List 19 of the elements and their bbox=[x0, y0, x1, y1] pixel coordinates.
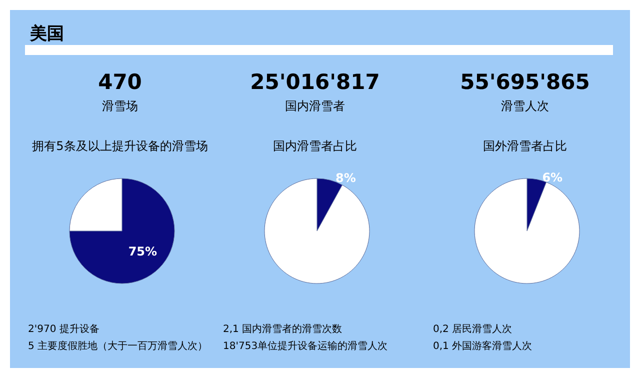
chart-subtitle: 滑雪场 bbox=[101, 98, 139, 115]
data-label: 75% bbox=[128, 244, 158, 259]
chart-subtitle: 滑雪人次 bbox=[500, 98, 550, 115]
text: 0,1 外国游客滑雪人次 bbox=[433, 340, 532, 353]
text: 拥有5条及以上提升设备的滑雪场 bbox=[31, 138, 209, 155]
text: 18'753单位提升设备运输的滑雪人次 bbox=[223, 340, 388, 353]
chart-title: 55'695'865 bbox=[459, 70, 591, 94]
text: 0,2 居民滑雪人次 bbox=[433, 323, 512, 336]
chart-subtitle: 国内滑雪者 bbox=[284, 98, 346, 115]
chart-title: 470 bbox=[97, 70, 143, 94]
text: 国外滑雪者占比 bbox=[482, 138, 568, 155]
data-label: 6% bbox=[542, 170, 563, 184]
data-label: 8% bbox=[336, 171, 356, 186]
text: 2'970 提升设备 bbox=[28, 322, 100, 336]
chart-title: 25'016'817 bbox=[249, 70, 381, 94]
text: 美国 bbox=[30, 23, 64, 45]
text: 5 主要度假胜地（大于一百万滑雪人次） bbox=[28, 340, 208, 353]
text: 国内滑雪者占比 bbox=[272, 138, 358, 155]
text: 2,1 国内滑雪者的滑雪次数 bbox=[223, 322, 342, 336]
